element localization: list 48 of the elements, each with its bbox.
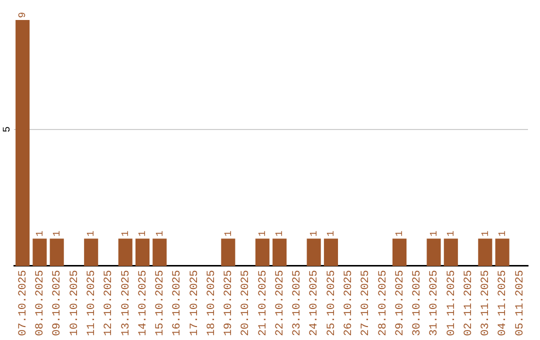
data-label: 1 [498, 230, 509, 237]
x-tick-label: 10.10.2025 [68, 270, 81, 336]
x-tick-label: 01.11.2025 [446, 270, 458, 336]
data-label: 1 [138, 230, 150, 237]
x-tick-label: 08.10.2025 [34, 270, 47, 336]
x-tick-label: 14.10.2025 [137, 270, 150, 336]
data-label: 1 [446, 230, 458, 237]
data-label: 1 [309, 230, 320, 237]
x-tick-label: 15.10.2025 [154, 270, 167, 336]
data-label: 1 [258, 230, 270, 237]
x-tick-label: 04.11.2025 [497, 270, 510, 336]
x-tick-label: 25.10.2025 [326, 270, 338, 336]
data-label: 1 [86, 230, 98, 237]
x-tick-label: 09.10.2025 [52, 270, 64, 336]
data-label: 1 [480, 230, 492, 237]
data-label: 1 [121, 230, 132, 237]
x-tick-label: 12.10.2025 [103, 270, 116, 336]
x-tick-label: 13.10.2025 [120, 270, 132, 336]
data-label: 1 [326, 230, 338, 237]
x-tick-label: 03.11.2025 [480, 270, 492, 336]
x-tick-label: 28.10.2025 [377, 270, 390, 336]
x-tick-label: 26.10.2025 [343, 270, 356, 336]
data-label: 1 [155, 230, 166, 237]
data-label: 1 [52, 230, 64, 237]
y-tick-label: 5 [2, 126, 14, 132]
data-label: 1 [395, 230, 406, 237]
x-tick-label: 19.10.2025 [223, 270, 236, 336]
x-tick-label: 11.10.2025 [86, 270, 98, 336]
x-tick-label: 18.10.2025 [206, 270, 218, 336]
x-tick-label: 30.10.2025 [412, 270, 424, 336]
x-tick-label: 29.10.2025 [394, 270, 406, 336]
x-tick-label: 27.10.2025 [360, 270, 372, 336]
x-tick-label: 24.10.2025 [308, 270, 321, 336]
x-tick-label: 17.10.2025 [188, 270, 201, 336]
x-tick-label: 05.11.2025 [514, 270, 526, 336]
data-label: 1 [224, 230, 235, 237]
x-tick-label: 23.10.2025 [292, 270, 304, 336]
data-label: 1 [275, 230, 286, 237]
x-tick-label: 31.10.2025 [428, 270, 441, 336]
x-tick-label: 21.10.2025 [257, 270, 270, 336]
data-label: 9 [18, 12, 30, 18]
x-tick-label: 22.10.2025 [274, 270, 286, 336]
x-tick-label: 02.11.2025 [462, 270, 475, 336]
x-tick-label: 07.10.2025 [17, 270, 30, 336]
data-label: 1 [429, 230, 440, 237]
x-tick-label: 16.10.2025 [172, 270, 184, 336]
x-tick-label: 20.10.2025 [240, 270, 252, 336]
data-label: 1 [35, 230, 46, 237]
